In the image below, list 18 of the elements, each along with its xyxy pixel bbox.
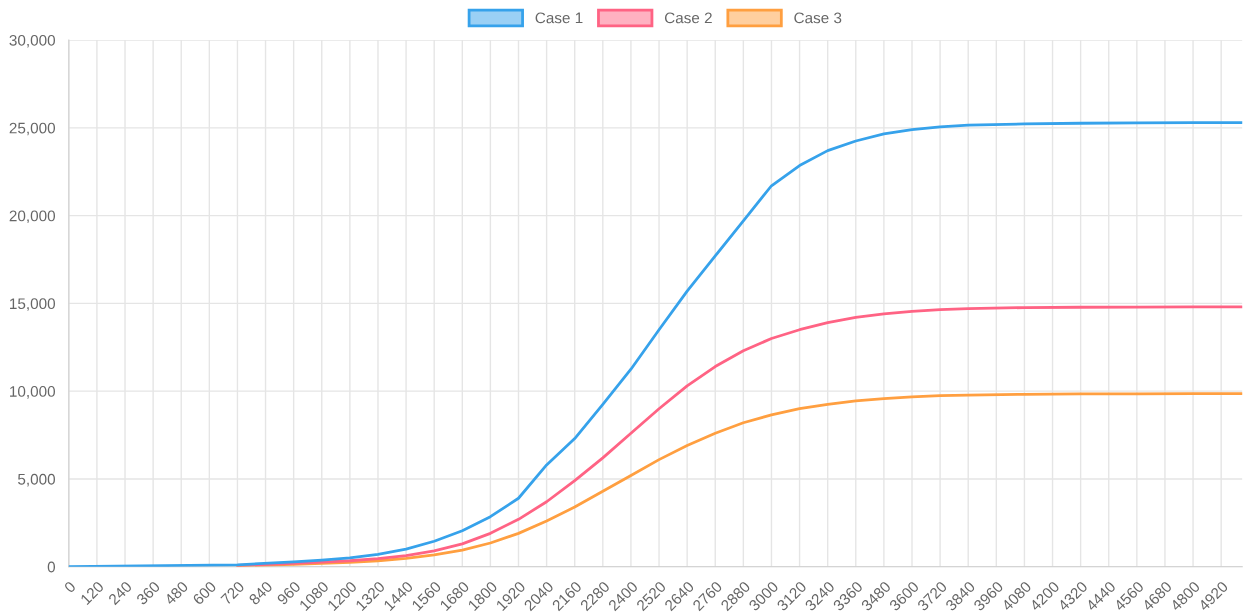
y-tick-label: 15,000 — [10, 298, 56, 311]
x-tick-label: 840 — [248, 580, 274, 606]
y-tick-label: 10,000 — [10, 386, 56, 399]
x-tick-label: 480 — [163, 580, 189, 606]
legend-label: Case 3 — [794, 12, 842, 24]
x-tick-label: 0 — [63, 580, 77, 594]
x-tick-label: 720 — [220, 580, 245, 606]
y-tick-label: 25,000 — [9, 122, 56, 136]
legend-label: Case 2 — [664, 12, 712, 24]
y-tick-label: 20,000 — [9, 210, 56, 224]
x-tick-label: 240 — [107, 580, 133, 606]
y-tick-label: 30,000 — [9, 34, 56, 48]
legend-label: Case 1 — [535, 12, 583, 24]
y-tick-label: 0 — [47, 561, 56, 573]
x-tick-label: 120 — [80, 580, 105, 606]
y-tick-label: 5,000 — [17, 473, 56, 487]
x-tick-label: 600 — [192, 580, 217, 606]
x-tick-label: 360 — [135, 580, 161, 606]
